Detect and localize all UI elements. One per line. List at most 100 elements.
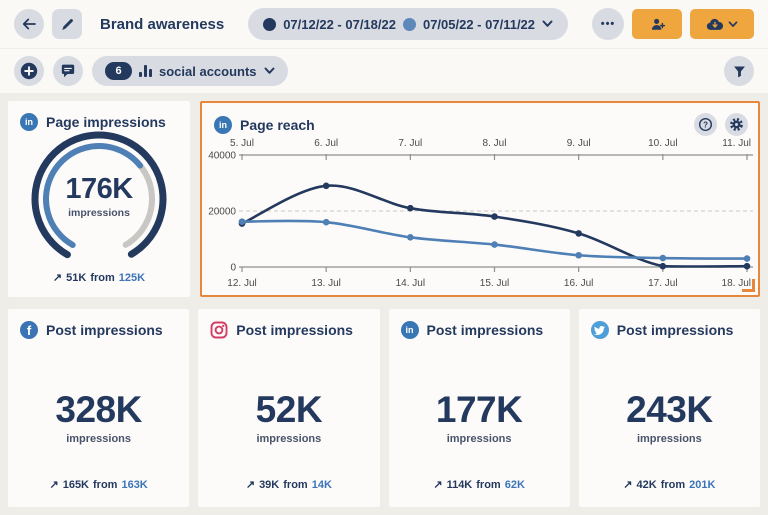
impressions-gauge: 176K impressions — [24, 127, 174, 277]
svg-text:11. Jul: 11. Jul — [722, 138, 751, 149]
date-range-selector[interactable]: 07/12/22 - 07/18/22 07/05/22 - 07/11/22 — [248, 8, 569, 40]
page-reach-card[interactable]: in Page reach ? — [200, 101, 760, 297]
trend-row: ↗ 51K from 125K — [8, 271, 190, 285]
help-icon: ? — [698, 117, 713, 132]
trend-up-icon: ↗ — [623, 479, 633, 491]
page-title: Brand awareness — [100, 15, 225, 33]
twitter-icon — [590, 321, 609, 339]
chevron-down-icon — [264, 67, 275, 74]
svg-text:14. Jul: 14. Jul — [396, 278, 425, 289]
dashboard-content: in Page impressions 176K impressions — [0, 93, 768, 515]
previous-period-dot-icon — [402, 17, 416, 31]
card-title: Post impressions — [616, 322, 734, 338]
impressions-value: 177K — [435, 388, 523, 430]
filter-funnel-icon — [733, 66, 745, 77]
trend-up-icon: ↗ — [433, 479, 443, 491]
trend-change: 114K — [446, 478, 473, 491]
trend-from-word: from — [660, 478, 686, 491]
edit-button[interactable] — [52, 9, 82, 39]
svg-text:10. Jul: 10. Jul — [648, 138, 677, 149]
impressions-unit: impressions — [66, 432, 132, 445]
svg-text:12. Jul: 12. Jul — [227, 278, 256, 289]
resize-handle[interactable] — [742, 279, 755, 292]
trend-previous-value: 14K — [311, 478, 332, 491]
trend-row: ↗ 42K from 201K — [579, 478, 760, 492]
svg-text:8. Jul: 8. Jul — [483, 138, 507, 149]
plus-icon — [20, 62, 38, 80]
impressions-unit: impressions — [256, 432, 322, 445]
impressions-value: 176K — [65, 173, 133, 205]
comments-button[interactable] — [53, 56, 83, 86]
impressions-value: 243K — [626, 388, 713, 430]
share-add-user-button[interactable] — [632, 9, 682, 39]
trend-change: 42K — [636, 478, 657, 491]
page-reach-chart: 5. Jul 6. Jul 7. Jul 8. Jul 9. Jul 10. Jul 11.… — [208, 138, 753, 289]
export-download-button[interactable] — [690, 9, 754, 39]
twitter-post-impressions-card[interactable]: Post impressions 243K impressions ↗ 42K … — [578, 309, 760, 507]
more-options-button[interactable]: ••• — [592, 8, 624, 40]
trend-row: ↗ 165K from 163K — [8, 478, 189, 492]
trend-previous-value: 163K — [121, 478, 148, 491]
comment-bubble-icon — [61, 64, 75, 77]
accounts-count-badge: 6 — [105, 62, 132, 80]
help-button[interactable]: ? — [694, 113, 717, 136]
trend-from-word: from — [90, 271, 115, 284]
trend-change: 51K — [66, 271, 87, 284]
trend-change: 165K — [62, 478, 89, 491]
svg-text:5. Jul: 5. Jul — [230, 138, 254, 149]
trend-from-word: from — [476, 478, 501, 491]
card-title: Post impressions — [46, 322, 163, 338]
current-period-dot-icon — [263, 17, 277, 31]
trend-up-icon: ↗ — [245, 479, 256, 491]
chevron-down-icon — [728, 20, 738, 27]
trend-row: ↗ 39K from 14K — [198, 478, 379, 492]
svg-text:9. Jul: 9. Jul — [567, 138, 591, 149]
chevron-down-icon — [542, 20, 553, 27]
svg-text:17. Jul: 17. Jul — [648, 278, 677, 289]
back-arrow-icon — [22, 18, 36, 30]
card-title: Post impressions — [426, 322, 544, 338]
impressions-unit: impressions — [68, 207, 130, 219]
svg-text:18. Jul: 18. Jul — [722, 278, 751, 289]
pencil-icon — [61, 18, 73, 30]
trend-up-icon: ↗ — [49, 479, 59, 491]
top-bar: Brand awareness 07/12/22 - 07/18/22 07/0… — [0, 0, 768, 48]
svg-text:40000: 40000 — [208, 151, 236, 162]
instagram-icon — [210, 321, 228, 339]
add-widget-button[interactable] — [14, 56, 44, 86]
card-title: Page reach — [240, 116, 315, 133]
impressions-unit: impressions — [446, 432, 512, 445]
svg-text:?: ? — [703, 121, 708, 130]
impressions-value: 52K — [255, 388, 323, 430]
filter-button[interactable] — [724, 56, 754, 86]
linkedin-icon: in — [214, 115, 232, 134]
trend-from-word: from — [93, 478, 118, 491]
impressions-value: 328K — [55, 388, 142, 430]
trend-row: ↗ 114K from 62K — [389, 478, 570, 492]
back-button[interactable] — [14, 9, 44, 39]
svg-text:0: 0 — [230, 263, 236, 274]
svg-text:6. Jul: 6. Jul — [314, 138, 338, 149]
gear-icon — [730, 118, 743, 131]
social-accounts-selector[interactable]: 6 social accounts — [92, 56, 288, 86]
linkedin-icon: in — [400, 321, 419, 339]
facebook-icon: f — [20, 321, 38, 339]
svg-text:7. Jul: 7. Jul — [398, 138, 422, 149]
linkedin-post-impressions-card[interactable]: in Post impressions 177K impressions ↗ 1… — [388, 309, 570, 507]
gauge-chart — [31, 131, 167, 267]
bar-chart-icon — [139, 65, 152, 77]
trend-previous-value: 201K — [689, 478, 716, 491]
accounts-label: social accounts — [159, 63, 257, 79]
facebook-post-impressions-card[interactable]: f Post impressions 328K impressions ↗ 16… — [8, 309, 190, 507]
cloud-download-icon — [706, 18, 724, 30]
current-period-label: 07/12/22 - 07/18/22 — [283, 16, 396, 32]
trend-up-icon: ↗ — [52, 272, 63, 284]
svg-text:16. Jul: 16. Jul — [564, 278, 593, 289]
trend-previous-value: 62K — [504, 478, 525, 491]
linkedin-icon: in — [20, 113, 38, 131]
card-title: Page impressions — [46, 114, 166, 130]
instagram-post-impressions-card[interactable]: Post impressions 52K impressions ↗ 39K f… — [198, 309, 380, 507]
svg-text:13. Jul: 13. Jul — [311, 278, 340, 289]
settings-button[interactable] — [725, 113, 748, 136]
page-impressions-card[interactable]: in Page impressions 176K impressions — [8, 101, 190, 297]
